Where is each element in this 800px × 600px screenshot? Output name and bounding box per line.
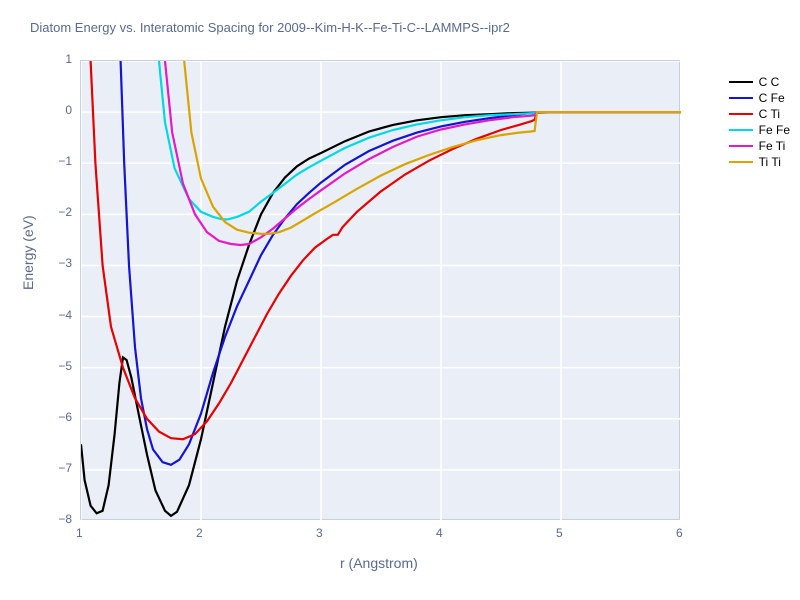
- legend-item[interactable]: Fe Ti: [729, 139, 790, 153]
- legend-swatch: [729, 129, 753, 132]
- legend-item[interactable]: C Ti: [729, 107, 790, 121]
- y-tick-label: −5: [58, 359, 72, 373]
- legend-swatch: [729, 113, 753, 116]
- legend-label: Fe Ti: [759, 139, 786, 153]
- legend-label: Ti Ti: [759, 155, 781, 169]
- series-line: [184, 61, 681, 234]
- legend-label: C C: [759, 75, 780, 89]
- x-tick-label: 5: [556, 526, 563, 540]
- legend-swatch: [729, 81, 753, 84]
- series-line: [159, 61, 681, 219]
- legend-item[interactable]: Fe Fe: [729, 123, 790, 137]
- x-axis-label: r (Angstrom): [340, 555, 418, 571]
- y-tick-label: 0: [65, 103, 72, 117]
- legend-item[interactable]: C Fe: [729, 91, 790, 105]
- legend-item[interactable]: C C: [729, 75, 790, 89]
- legend-label: Fe Fe: [759, 123, 790, 137]
- chart-title: Diatom Energy vs. Interatomic Spacing fo…: [30, 20, 510, 35]
- legend: C C C Fe C Ti Fe Fe Fe Ti Ti Ti: [729, 75, 790, 171]
- y-tick-label: −4: [58, 308, 72, 322]
- y-tick-label: 1: [65, 52, 72, 66]
- plot-area: [80, 60, 680, 520]
- y-axis-label: Energy (eV): [20, 215, 36, 290]
- y-tick-label: −3: [58, 256, 72, 270]
- y-tick-label: −1: [58, 154, 72, 168]
- series-line: [81, 112, 681, 516]
- y-tick-label: −7: [58, 461, 72, 475]
- legend-label: C Fe: [759, 91, 785, 105]
- legend-item[interactable]: Ti Ti: [729, 155, 790, 169]
- x-tick-label: 3: [316, 526, 323, 540]
- legend-swatch: [729, 97, 753, 100]
- y-tick-label: −8: [58, 512, 72, 526]
- x-tick-label: 4: [436, 526, 443, 540]
- y-tick-label: −6: [58, 410, 72, 424]
- legend-swatch: [729, 161, 753, 164]
- x-tick-label: 2: [196, 526, 203, 540]
- series-line: [121, 61, 681, 465]
- legend-label: C Ti: [759, 107, 780, 121]
- x-tick-label: 1: [76, 526, 83, 540]
- y-tick-label: −2: [58, 205, 72, 219]
- legend-swatch: [729, 145, 753, 148]
- curves: [81, 61, 681, 521]
- series-line: [91, 61, 681, 439]
- x-tick-label: 6: [676, 526, 683, 540]
- series-line: [165, 61, 681, 245]
